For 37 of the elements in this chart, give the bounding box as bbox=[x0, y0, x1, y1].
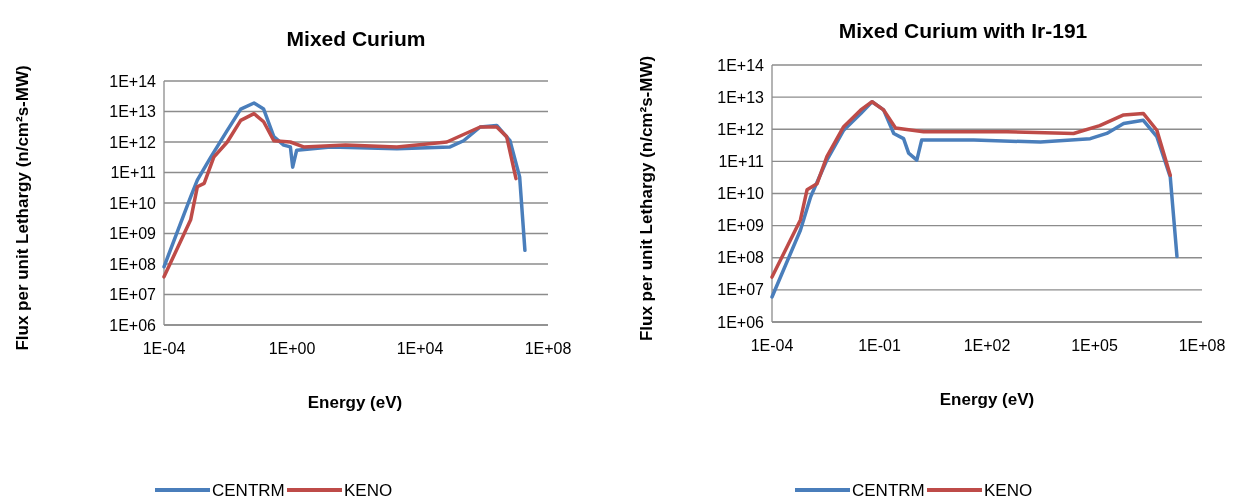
x-tick-label: 1E-04 bbox=[750, 337, 794, 354]
y-tick-label: 1E+12 bbox=[717, 120, 765, 138]
legend-label: CENTRM bbox=[852, 481, 925, 500]
y-tick-label: 1E+10 bbox=[109, 194, 157, 212]
y-tick-label: 1E+14 bbox=[717, 56, 765, 74]
y-tick-label: 1E+10 bbox=[717, 185, 765, 203]
y-axis-title: Flux per unit Lethargy (n/cm²s-MW) bbox=[637, 55, 656, 342]
y-tick-label: 1E+08 bbox=[109, 255, 157, 273]
y-tick-label: 1E+06 bbox=[717, 313, 765, 331]
y-tick-label: 1E+11 bbox=[718, 152, 765, 170]
x-axis-title: Energy (eV) bbox=[307, 393, 403, 412]
x-tick-label: 1E+05 bbox=[1071, 337, 1118, 354]
x-axis-title: Energy (eV) bbox=[939, 390, 1035, 409]
x-tick-label: 1E+04 bbox=[396, 340, 444, 357]
y-tick-label: 1E+07 bbox=[109, 286, 157, 304]
x-tick-label: 1E-04 bbox=[142, 340, 186, 357]
y-tick-label: 1E+09 bbox=[717, 217, 765, 235]
y-tick-label: 1E+09 bbox=[109, 225, 157, 243]
x-tick-label: 1E+08 bbox=[524, 340, 572, 357]
chart-title: Mixed Curium with Ir-191 bbox=[838, 19, 1088, 42]
x-tick-label: 1E+08 bbox=[1178, 337, 1226, 354]
y-tick-label: 1E+13 bbox=[717, 88, 765, 106]
y-tick-label: 1E+13 bbox=[109, 103, 157, 121]
y-tick-label: 1E+14 bbox=[109, 72, 157, 90]
x-tick-label: 1E+02 bbox=[963, 337, 1011, 354]
legend-label: CENTRM bbox=[212, 481, 285, 500]
legend-label: KENO bbox=[984, 481, 1033, 500]
x-tick-label: 1E-01 bbox=[858, 337, 901, 354]
chart-title: Mixed Curium bbox=[286, 27, 426, 50]
x-tick-label: 1E+00 bbox=[268, 340, 316, 357]
y-axis-title: Flux per unit Lethargy (n/cm²s-MW) bbox=[13, 65, 32, 351]
y-tick-label: 1E+12 bbox=[109, 133, 157, 151]
y-tick-label: 1E+07 bbox=[717, 281, 765, 299]
legend-label: KENO bbox=[344, 481, 393, 500]
y-tick-label: 1E+08 bbox=[717, 249, 765, 267]
y-tick-label: 1E+11 bbox=[110, 164, 157, 182]
y-tick-label: 1E+06 bbox=[109, 316, 157, 334]
